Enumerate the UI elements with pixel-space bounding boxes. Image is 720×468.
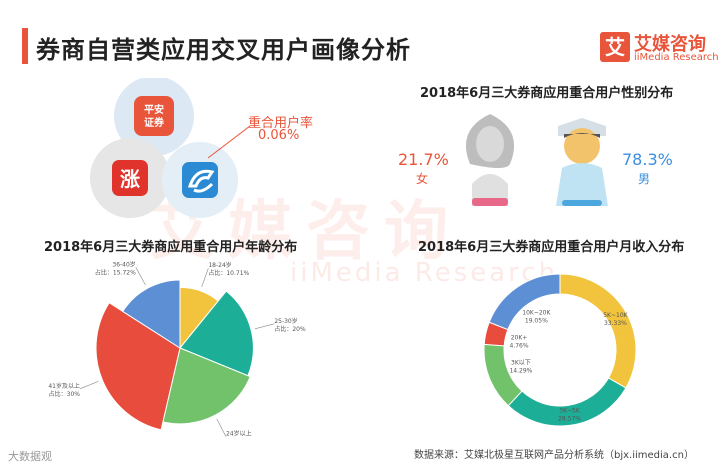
income-label-0: 5K~10K <box>603 312 628 319</box>
brand-logo-icon: 艾 <box>600 32 630 62</box>
age-leader-4 <box>135 267 146 286</box>
age-label-sub-0: 占比：10.71% <box>208 269 249 277</box>
age-label-4: 36-40岁 <box>112 260 135 268</box>
age-label-3: 41岁及以上 <box>48 382 80 390</box>
age-label-0: 18-24岁 <box>208 261 231 269</box>
income-slice-4 <box>488 273 561 331</box>
data-source-note: 数据来源：艾媒北极星互联网产品分析系统（bjx.iimedia.cn） <box>414 450 694 461</box>
income-label-sub-0: 33.33% <box>604 320 627 327</box>
age-slice-4 <box>122 279 181 349</box>
gender-chart-title: 2018年6月三大券商应用重合用户性别分布 <box>420 86 674 101</box>
age-slice-3 <box>95 302 181 431</box>
age-label-2: 24岁以上 <box>226 430 252 438</box>
age-chart-title: 2018年6月三大券商应用重合用户年龄分布 <box>44 240 298 255</box>
female-percent: 21.7% <box>398 150 449 169</box>
income-slice-0 <box>559 273 637 389</box>
income-slice-2 <box>483 343 523 407</box>
age-leader-1 <box>254 323 275 330</box>
age-label-sub-3: 占比：30% <box>49 390 81 398</box>
pingan-icon-text-1: 平安 <box>144 103 164 116</box>
income-chart-title: 2018年6月三大券商应用重合用户月收入分布 <box>418 240 685 255</box>
brand-name-en: iiMedia Research <box>634 52 719 63</box>
age-label-1: 25-30岁 <box>274 317 297 325</box>
income-label-sub-3: 4.76% <box>510 343 529 350</box>
overlap-rate-value: 0.06% <box>258 128 300 143</box>
overlap-pointer-line <box>207 125 251 159</box>
income-label-sub-1: 28.57% <box>558 415 581 422</box>
age-leader-2 <box>216 418 227 437</box>
pingan-icon-text-2: 证券 <box>144 116 165 129</box>
brand-name-cn: 艾媒咨询 <box>634 34 706 55</box>
title-accent-bar <box>22 28 28 64</box>
female-label: 女 <box>416 172 429 186</box>
income-label-1: 3K~5K <box>559 407 581 414</box>
male-figure-icon <box>556 118 608 206</box>
overlap-rate-label: 重合用户率 <box>248 116 314 131</box>
app-overlap-graphic: 平安 证券 涨 <box>90 78 251 218</box>
wechat-watermark: 大数据观 <box>8 450 52 463</box>
pingan-app-icon <box>134 96 174 136</box>
page-title: 券商自营类应用交叉用户画像分析 <box>36 36 411 64</box>
age-slice-1 <box>179 290 254 377</box>
gender-figures <box>465 114 608 206</box>
age-leader-3 <box>79 380 99 390</box>
income-label-sub-4: 19.05% <box>525 317 548 324</box>
income-label-3: 20K+ <box>511 335 528 342</box>
age-pie-chart: 18-24岁占比：10.71%25-30岁占比：20%24岁以上占比：22.14… <box>48 260 306 438</box>
age-leader-0 <box>201 268 209 288</box>
income-label-sub-2: 14.29% <box>509 367 532 374</box>
zhangle-app-icon <box>112 160 148 196</box>
male-label: 男 <box>638 172 651 186</box>
tonghuashun-logo-icon <box>187 169 215 193</box>
age-slice-2 <box>162 347 251 425</box>
watermark-en: iiMedia Research <box>290 258 559 288</box>
male-percent: 78.3% <box>622 150 673 169</box>
female-figure-icon <box>465 114 515 206</box>
zhangle-icon-text: 涨 <box>120 167 140 191</box>
income-label-2: 3K以下 <box>511 359 531 366</box>
income-label-4: 10K~20K <box>522 309 551 316</box>
age-label-sub-4: 占比：15.72% <box>95 268 136 276</box>
age-label-sub-1: 占比：20% <box>274 325 306 333</box>
